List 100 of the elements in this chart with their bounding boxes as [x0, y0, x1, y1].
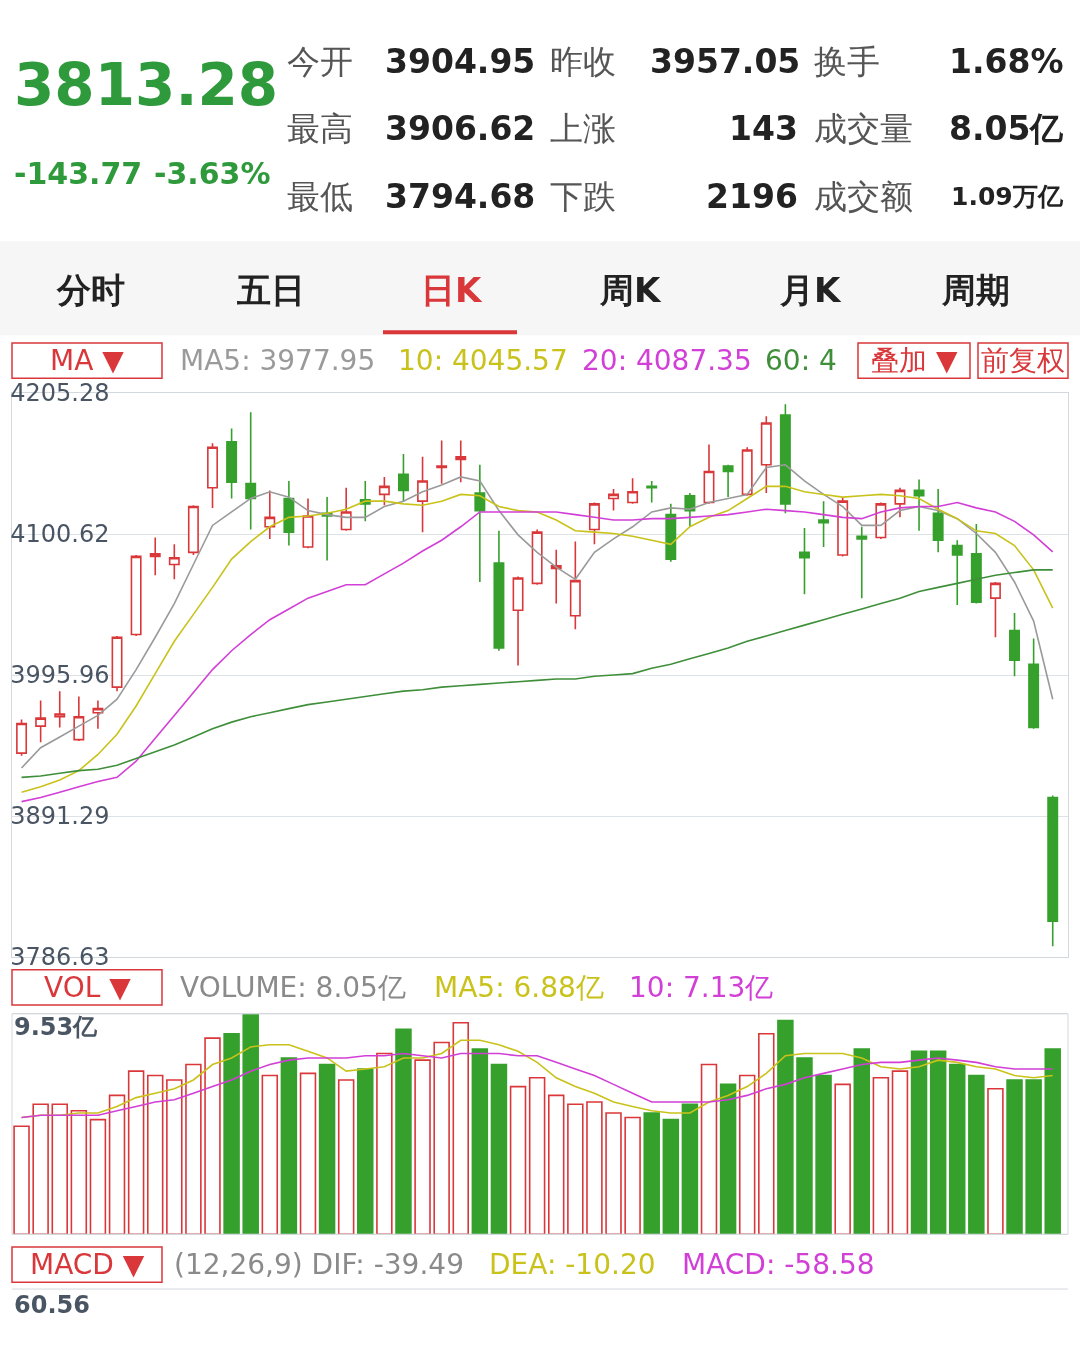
candlestick: [875, 501, 887, 540]
bar: [949, 1063, 966, 1235]
text: 五日: [236, 270, 305, 310]
candlestick: [627, 477, 639, 505]
text: VOL ▼: [44, 971, 132, 1004]
candlestick: [531, 528, 543, 586]
text: 上涨: [550, 109, 616, 148]
bar: [624, 1116, 641, 1235]
candlestick: [741, 446, 753, 497]
candlestick: [550, 548, 562, 605]
bar: [490, 1063, 508, 1235]
text: 周K: [599, 270, 662, 310]
bar: [1025, 1079, 1042, 1235]
text: 20: 4087.35: [582, 344, 752, 377]
y-tick-label: 4205.28: [10, 379, 110, 408]
candlestick: [417, 455, 429, 533]
candlestick: [913, 478, 925, 532]
series-label: VOLUME: 8.05亿: [180, 971, 406, 1004]
bar: [280, 1057, 298, 1235]
text: 成交量: [814, 109, 913, 148]
text: 昨收: [550, 42, 616, 81]
bar: [395, 1028, 412, 1235]
bar: [929, 1050, 947, 1235]
candlestick: [951, 539, 963, 606]
text: 月K: [779, 270, 842, 310]
candlestick: [989, 581, 1001, 639]
text: 3906.62: [385, 109, 536, 148]
candlestick: [1009, 612, 1021, 678]
text: 分时: [56, 270, 125, 310]
bar: [1006, 1079, 1023, 1235]
bar: [204, 1037, 221, 1235]
candlestick: [569, 540, 581, 630]
candlestick: [856, 525, 868, 599]
text: 下跌: [550, 177, 616, 216]
text: 3813.28: [14, 51, 279, 119]
bar: [681, 1103, 699, 1235]
bar: [127, 1070, 145, 1235]
text: 2196: [706, 177, 798, 216]
text: 叠加 ▼: [871, 344, 958, 377]
bar: [758, 1032, 775, 1235]
bar: [318, 1063, 336, 1235]
bar: [738, 1074, 756, 1235]
text: MA5: 3977.95: [180, 344, 376, 377]
candlestick: [512, 575, 524, 667]
bar: [452, 1021, 469, 1235]
candlestick: [588, 501, 600, 546]
bar: [796, 1057, 813, 1235]
bar: [605, 1112, 622, 1235]
candlestick: [970, 523, 982, 605]
bar: [337, 1079, 355, 1235]
bar: [108, 1094, 126, 1235]
candlestick: [302, 497, 314, 550]
candlestick: [493, 530, 505, 652]
candlestick: [684, 492, 696, 528]
y-tick-label: 3786.63: [10, 943, 110, 972]
text: 最低: [287, 177, 353, 216]
bar: [815, 1074, 832, 1235]
text: 143: [729, 109, 798, 148]
candlestick: [54, 690, 66, 729]
bar: [547, 1094, 565, 1235]
bar: [834, 1083, 851, 1235]
annotation: 9.53亿: [14, 1013, 99, 1041]
candlestick: [474, 463, 486, 583]
series-label: MA5: 6.88亿: [434, 971, 604, 1004]
text: 最高: [287, 109, 353, 148]
bar: [261, 1074, 279, 1235]
text: 1.09万亿: [951, 182, 1064, 211]
candlestick: [760, 415, 772, 494]
candlestick: [226, 427, 238, 500]
text: 今开: [287, 42, 353, 81]
text: DEA: -10.20: [489, 1248, 656, 1281]
bar: [1044, 1048, 1061, 1235]
text: 换手: [814, 42, 880, 81]
bar: [70, 1110, 88, 1235]
candlestick: [455, 439, 467, 484]
bar: [414, 1059, 431, 1235]
candlestick: [264, 489, 276, 540]
candlestick: [149, 536, 161, 577]
y-tick-label: 3891.29: [10, 802, 110, 831]
candlestick: [207, 442, 218, 509]
candlestick: [1028, 637, 1040, 730]
bar: [357, 1068, 374, 1235]
candlestick: [779, 403, 791, 515]
text: 10: 7.13亿: [629, 971, 774, 1004]
bar: [166, 1079, 183, 1235]
bar: [700, 1063, 718, 1235]
candlestick: [111, 635, 123, 692]
bar: [51, 1103, 68, 1235]
bar: [643, 1112, 660, 1235]
candlestick: [16, 718, 28, 757]
bar: [471, 1048, 489, 1235]
bar: [376, 1052, 393, 1235]
bar: [32, 1103, 49, 1235]
y-tick-label: 3995.96: [10, 661, 110, 690]
bar: [146, 1074, 164, 1235]
candlestick: [283, 480, 295, 547]
bar: [528, 1076, 546, 1235]
bar: [89, 1118, 107, 1235]
text: 前复权: [981, 344, 1065, 377]
text: -3.63%: [154, 156, 271, 191]
